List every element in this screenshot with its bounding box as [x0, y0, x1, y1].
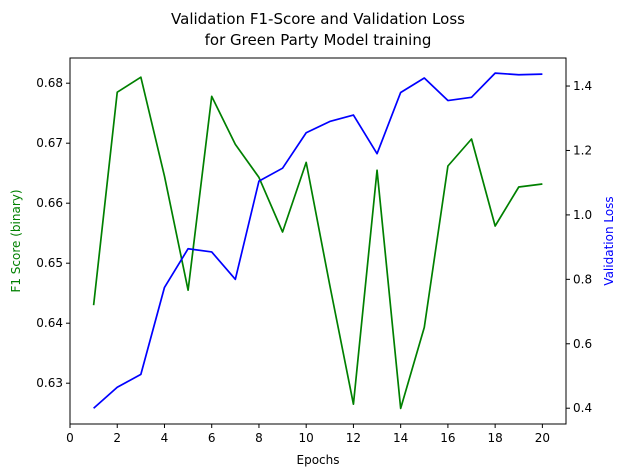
left-y-tick-label: 0.64 [36, 316, 63, 330]
x-tick-label: 10 [299, 431, 314, 445]
right-y-tick-label: 1.2 [573, 143, 592, 157]
x-tick-label: 16 [440, 431, 455, 445]
x-tick-label: 14 [393, 431, 408, 445]
right-y-axis-ticks: 0.4 0.6 0.8 1.0 1.2 1.4 [566, 79, 592, 415]
x-tick-label: 12 [346, 431, 361, 445]
x-tick-label: 18 [488, 431, 503, 445]
x-axis-label: Epochs [297, 453, 340, 467]
f1-score-line [92, 76, 543, 410]
right-y-tick-label: 0.6 [573, 337, 592, 351]
x-tick-label: 4 [161, 431, 169, 445]
right-y-tick-label: 1.4 [573, 79, 592, 93]
x-tick-label: 6 [208, 431, 216, 445]
validation-loss-line [93, 72, 543, 409]
left-y-tick-label: 0.68 [36, 76, 63, 90]
left-y-axis-label: F1 Score (binary) [9, 189, 23, 292]
right-y-tick-label: 0.8 [573, 272, 592, 286]
left-y-tick-label: 0.67 [36, 136, 63, 150]
chart-title-line-2: for Green Party Model training [205, 31, 432, 49]
chart-title-line-1: Validation F1-Score and Validation Loss [171, 10, 465, 28]
right-y-axis-label: Validation Loss [602, 196, 616, 285]
right-y-tick-label: 1.0 [573, 208, 592, 222]
left-y-axis-ticks: 0.63 0.64 0.65 0.66 0.67 0.68 [36, 76, 70, 390]
x-tick-label: 0 [66, 431, 74, 445]
left-y-tick-label: 0.65 [36, 256, 63, 270]
x-tick-label: 20 [535, 431, 550, 445]
left-y-tick-label: 0.63 [36, 376, 63, 390]
x-axis-ticks: 0 2 4 6 8 10 12 14 16 18 20 [66, 424, 550, 445]
x-tick-label: 8 [255, 431, 263, 445]
right-y-tick-label: 0.4 [573, 401, 592, 415]
left-y-tick-label: 0.66 [36, 196, 63, 210]
x-tick-label: 2 [113, 431, 121, 445]
plot-frame [69, 57, 567, 425]
